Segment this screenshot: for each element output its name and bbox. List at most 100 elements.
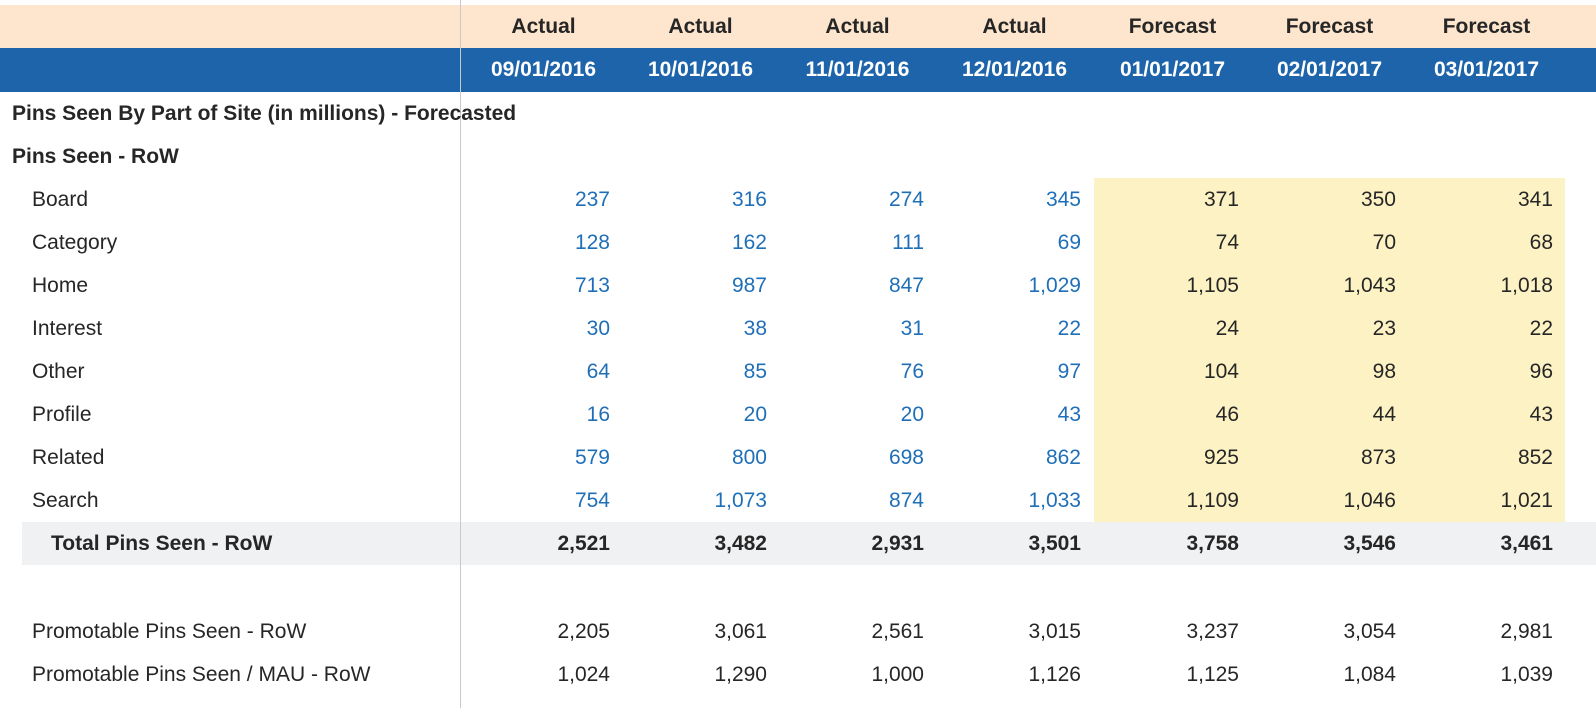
header-date-cell: 02/01/2017 [1276, 58, 1383, 81]
actual-value-cell: 20 [743, 402, 767, 426]
row-label: Interest [32, 316, 103, 340]
header-type-cell: Actual [511, 14, 576, 38]
row-label: Related [32, 445, 105, 469]
value-cell: 1,126 [1028, 662, 1081, 686]
total-value-cell: 3,758 [1186, 531, 1239, 555]
actual-value-cell: 38 [743, 316, 767, 340]
frozen-column-divider[interactable] [460, 0, 461, 708]
forecast-value-cell: 341 [1408, 178, 1565, 221]
actual-value-cell: 43 [1057, 402, 1081, 426]
value-cell: 2,561 [871, 619, 924, 643]
actual-value-cell: 1,073 [714, 488, 767, 512]
actual-value-cell: 713 [574, 273, 610, 297]
actual-value-cell: 162 [731, 230, 767, 254]
actual-value-cell: 987 [731, 273, 767, 297]
value-cell: 1,039 [1500, 662, 1553, 686]
table-row: Interest 30 38 31 22 24 23 22 [0, 307, 1596, 350]
actual-value-cell: 862 [1045, 445, 1081, 469]
total-value-cell: 2,521 [557, 531, 610, 555]
header-type-corner [0, 5, 461, 48]
header-date-row: 09/01/2016 10/01/2016 11/01/2016 12/01/2… [0, 48, 1596, 92]
header-type-row: Actual Actual Actual Actual Forecast For… [0, 5, 1596, 48]
table-row: Board 237 316 274 345 371 350 341 [0, 178, 1596, 221]
value-cell: 1,125 [1186, 662, 1239, 686]
forecast-value-cell: 1,109 [1094, 479, 1251, 522]
header-type-cell: Forecast [1285, 14, 1374, 38]
row-label: Other [32, 359, 85, 383]
actual-value-cell: 847 [888, 273, 924, 297]
forecast-value-cell: 23 [1251, 307, 1408, 350]
total-row-label: Total Pins Seen - RoW [51, 531, 273, 555]
actual-value-cell: 698 [888, 445, 924, 469]
forecast-value-cell: 925 [1094, 436, 1251, 479]
actual-value-cell: 85 [743, 359, 767, 383]
value-cell: 1,000 [871, 662, 924, 686]
total-value-cell: 2,931 [871, 531, 924, 555]
table-row: Promotable Pins Seen / MAU - RoW 1,024 1… [0, 653, 1596, 696]
total-value-cell: 3,482 [714, 531, 767, 555]
actual-value-cell: 754 [574, 488, 610, 512]
total-value-cell: 3,546 [1343, 531, 1396, 555]
row-label: Promotable Pins Seen - RoW [32, 619, 307, 643]
forecast-value-cell: 74 [1094, 221, 1251, 264]
table-row: Related 579 800 698 862 925 873 852 [0, 436, 1596, 479]
section-row: Pins Seen - RoW [0, 135, 1596, 178]
header-date-cell: 10/01/2016 [647, 58, 754, 81]
forecast-value-cell: 24 [1094, 307, 1251, 350]
forecast-value-cell: 22 [1408, 307, 1565, 350]
row-label: Promotable Pins Seen / MAU - RoW [32, 662, 371, 686]
row-label: Search [32, 488, 99, 512]
forecast-value-cell: 1,018 [1408, 264, 1565, 307]
forecast-value-cell: 70 [1251, 221, 1408, 264]
forecast-value-cell: 98 [1251, 350, 1408, 393]
actual-value-cell: 76 [900, 359, 924, 383]
header-type-cell: Actual [982, 14, 1047, 38]
forecast-value-cell: 350 [1251, 178, 1408, 221]
table-row: Search 754 1,073 874 1,033 1,109 1,046 1… [0, 479, 1596, 522]
actual-value-cell: 579 [574, 445, 610, 469]
forecast-value-cell: 104 [1094, 350, 1251, 393]
value-cell: 3,061 [714, 619, 767, 643]
forecast-value-cell: 43 [1408, 393, 1565, 436]
forecast-value-cell: 44 [1251, 393, 1408, 436]
value-cell: 1,084 [1343, 662, 1396, 686]
forecast-value-cell: 1,046 [1251, 479, 1408, 522]
value-cell: 1,290 [714, 662, 767, 686]
actual-value-cell: 874 [888, 488, 924, 512]
forecast-value-cell: 96 [1408, 350, 1565, 393]
actual-value-cell: 316 [731, 187, 767, 211]
table-row: Category 128 162 111 69 74 70 68 [0, 221, 1596, 264]
table-row: Profile 16 20 20 43 46 44 43 [0, 393, 1596, 436]
forecast-value-cell: 1,105 [1094, 264, 1251, 307]
table-row: Promotable Pins Seen - RoW 2,205 3,061 2… [0, 610, 1596, 653]
value-cell: 2,981 [1500, 619, 1553, 643]
forecast-value-cell: 1,043 [1251, 264, 1408, 307]
actual-value-cell: 1,029 [1028, 273, 1081, 297]
header-type-cell: Forecast [1442, 14, 1531, 38]
actual-value-cell: 30 [586, 316, 610, 340]
header-date-cell: 01/01/2017 [1119, 58, 1226, 81]
actual-value-cell: 64 [586, 359, 610, 383]
value-cell: 3,054 [1343, 619, 1396, 643]
value-cell: 3,015 [1028, 619, 1081, 643]
forecast-value-cell: 68 [1408, 221, 1565, 264]
row-label: Profile [32, 402, 92, 426]
actual-value-cell: 16 [586, 402, 610, 426]
forecast-value-cell: 371 [1094, 178, 1251, 221]
header-date-cell: 11/01/2016 [805, 58, 910, 81]
forecast-value-cell: 1,021 [1408, 479, 1565, 522]
value-cell: 2,205 [557, 619, 610, 643]
actual-value-cell: 22 [1057, 316, 1081, 340]
header-date-cell: 09/01/2016 [490, 58, 597, 81]
row-label: Home [32, 273, 89, 297]
actual-value-cell: 274 [888, 187, 924, 211]
total-row: Total Pins Seen - RoW 2,521 3,482 2,931 … [0, 522, 1596, 565]
forecast-value-cell: 873 [1251, 436, 1408, 479]
actual-value-cell: 97 [1057, 359, 1081, 383]
actual-value-cell: 31 [900, 316, 924, 340]
total-value-cell: 3,501 [1028, 531, 1081, 555]
actual-value-cell: 1,033 [1028, 488, 1081, 512]
header-type-cell: Actual [668, 14, 733, 38]
row-label: Board [32, 187, 89, 211]
